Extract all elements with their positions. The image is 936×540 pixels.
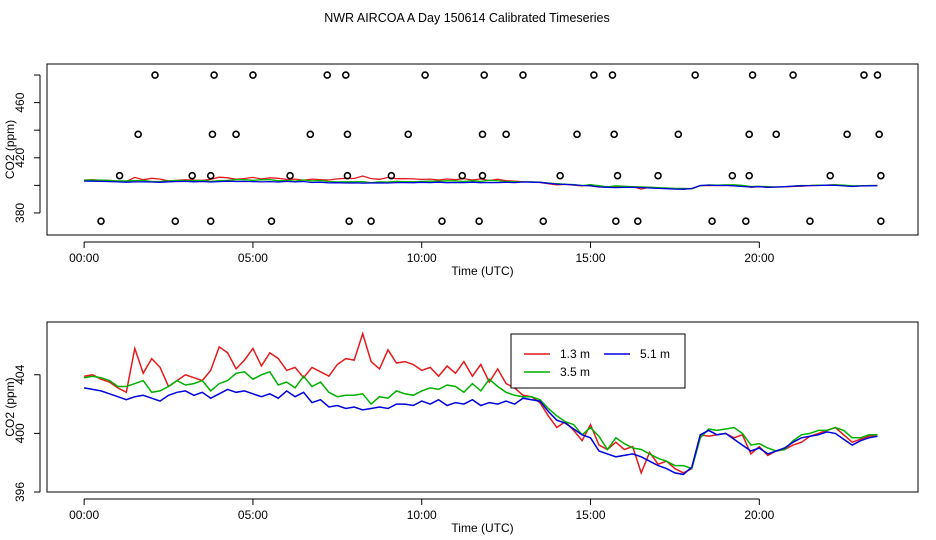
x-tick-label: 00:00 [69, 508, 99, 522]
y-tick-label: 404 [13, 364, 27, 384]
reference-point [772, 130, 781, 139]
reference-point [232, 130, 240, 139]
legend-label: 1.3 m [560, 347, 590, 361]
reference-point [573, 130, 581, 139]
reference-point [502, 130, 510, 139]
reference-point [210, 71, 218, 79]
reference-point [875, 130, 883, 139]
reference-point [206, 171, 215, 180]
reference-point [519, 71, 527, 79]
x-axis-label: Time (UTC) [451, 264, 513, 278]
reference-point [478, 171, 487, 180]
reference-point [421, 71, 429, 79]
y-axis-label: CO2 (ppm) [3, 377, 17, 436]
reference-point [612, 217, 620, 226]
x-tick-label: 05:00 [238, 508, 268, 522]
series-line [83, 331, 878, 476]
reference-point [208, 130, 217, 139]
reference-point [860, 71, 868, 79]
reference-point [556, 171, 564, 180]
plot-frame [46, 321, 919, 493]
reference-point [745, 171, 754, 180]
reference-point [745, 130, 754, 139]
reference-point [134, 130, 142, 139]
reference-point [877, 217, 885, 226]
x-tick-label: 05:00 [238, 251, 268, 265]
reference-point [789, 71, 797, 79]
series-line-top [84, 180, 878, 190]
bottom-panel: 00:00 05:00 10:00 15:00 20:00 Time (UTC) 396 40… [3, 321, 919, 535]
y-tick-label: 396 [13, 482, 27, 502]
reference-point [438, 217, 446, 226]
reference-point [267, 217, 276, 226]
y-axis-label: CO2 (ppm) [3, 120, 17, 179]
reference-point [613, 171, 622, 180]
reference-point [97, 217, 105, 226]
series-line [83, 370, 878, 470]
reference-point [345, 217, 353, 226]
legend-label: 3.5 m [560, 365, 590, 379]
plot-frame [46, 63, 919, 236]
reference-point [742, 217, 750, 226]
reference-point [387, 171, 396, 180]
reference-point [404, 130, 413, 139]
reference-point [367, 217, 375, 226]
x-tick-label: 15:00 [576, 251, 606, 265]
reference-point [806, 217, 814, 226]
reference-point [608, 71, 617, 79]
reference-point [343, 130, 352, 139]
x-tick-label: 20:00 [744, 508, 774, 522]
x-axis-label: Time (UTC) [451, 521, 513, 535]
y-tick-label: 420 [13, 147, 27, 167]
reference-point [306, 130, 315, 139]
reference-point [877, 171, 885, 180]
chart-title: NWR AIRCOA A Day 150614 Calibrated Times… [324, 11, 610, 25]
x-tick-label: 00:00 [69, 251, 99, 265]
series-line [83, 387, 878, 476]
reference-point [674, 130, 683, 139]
reference-point [654, 171, 662, 180]
legend-box [510, 333, 686, 389]
reference-point [728, 171, 737, 180]
x-tick-label: 20:00 [744, 251, 774, 265]
reference-point [475, 217, 483, 226]
y-tick-label: 460 [13, 92, 27, 112]
reference-point [708, 217, 716, 226]
series-line-top [84, 178, 878, 190]
top-panel: 00:00 05:00 10:00 15:00 20:00 Time (UTC) 380 42… [3, 63, 919, 278]
reference-point [171, 217, 180, 226]
reference-point [343, 171, 352, 180]
x-tick-label: 10:00 [407, 251, 437, 265]
legend-label: 5.1 m [640, 347, 670, 361]
reference-point [323, 71, 332, 79]
reference-point [633, 217, 642, 226]
reference-point [286, 171, 294, 180]
reference-point [610, 130, 618, 139]
y-tick-label: 380 [13, 203, 27, 223]
reference-point [843, 130, 851, 139]
reference-point [151, 71, 159, 79]
reference-point [539, 217, 548, 226]
x-tick-label: 10:00 [407, 508, 437, 522]
reference-point [249, 71, 257, 79]
reference-point [115, 171, 124, 180]
reference-point [826, 171, 835, 180]
reference-point [590, 71, 598, 79]
x-tick-label: 15:00 [576, 508, 606, 522]
reference-point [691, 71, 699, 79]
y-tick-label: 400 [13, 423, 27, 443]
reference-point [873, 71, 882, 79]
reference-point [188, 171, 196, 180]
reference-point [478, 130, 487, 139]
reference-point [480, 71, 488, 79]
reference-point [458, 171, 467, 180]
reference-point [206, 217, 215, 226]
reference-point [748, 71, 757, 79]
reference-point [341, 71, 350, 79]
